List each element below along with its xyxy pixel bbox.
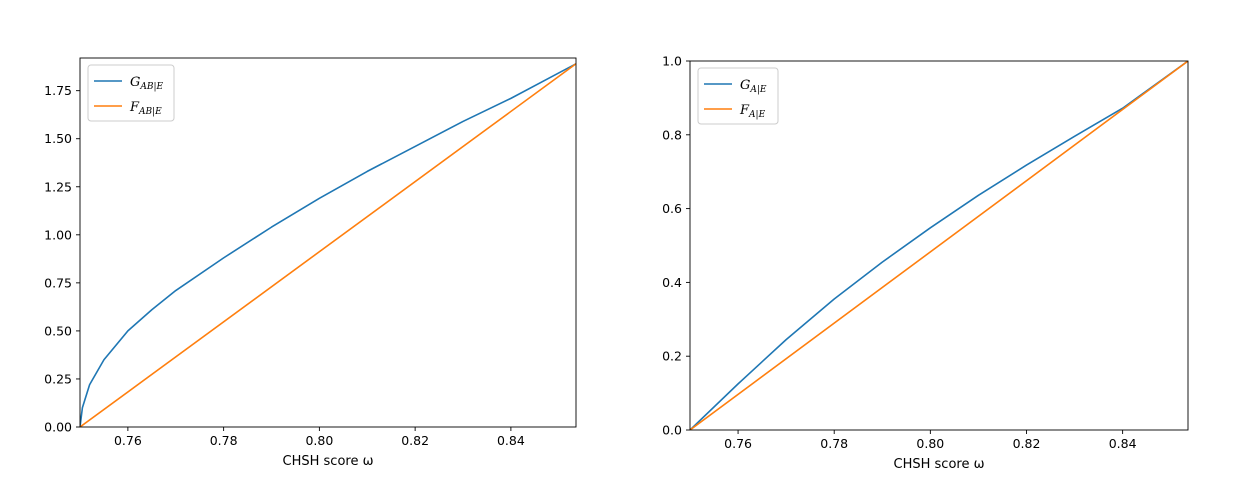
legend-label-g: GAB|E [130,75,164,92]
y-tick-label: 1.0 [662,54,682,69]
x-axis-label: CHSH score ω [283,454,374,469]
right-chart: 0.76 0.78 0.80 0.82 0.84 0.0 0.2 0.4 0.6 0.8 1.0 CH… [662,54,1189,472]
series-line-f [690,61,1188,430]
x-tick-label: 0.78 [820,436,848,451]
y-tick-label: 1.25 [44,179,72,194]
series-line-g [690,61,1188,430]
y-tick-label: 0.25 [44,371,72,386]
plot-frame [79,57,577,428]
legend-label-f: FAB|E [129,100,162,117]
y-tick-label: 0.00 [44,420,72,435]
x-tick-label: 0.80 [916,436,944,451]
y-tick-label: 0.8 [662,127,682,142]
plot-frame [689,60,1189,431]
legend-label-subscript: A|E [749,85,767,95]
y-tick-label: 0.4 [662,275,682,290]
x-tick-label: 0.76 [114,433,142,448]
legend-label-f: FA|E [739,103,766,120]
x-tick-label: 0.84 [1109,436,1137,451]
y-tick-label: 0.6 [662,201,682,216]
legend-label-subscript: AB|E [139,82,163,92]
series-line-g [80,63,576,427]
legend-label-subscript: AB|E [138,107,162,117]
y-tick-label: 1.75 [44,83,72,98]
legend-label-main: F [739,103,750,118]
legend-label-main: G [130,75,140,90]
y-tick-label: 1.00 [44,227,72,242]
x-tick-label: 0.78 [210,433,238,448]
x-tick-label: 0.82 [401,433,429,448]
y-tick-label: 1.50 [44,131,72,146]
legend-label-g: GA|E [740,78,767,95]
legend-label-subscript: A|E [748,110,766,120]
y-tick-label: 0.0 [662,423,682,438]
y-tick-label: 0.50 [44,323,72,338]
series-line-f [80,63,576,427]
x-tick-label: 0.82 [1013,436,1041,451]
x-tick-label: 0.84 [497,433,525,448]
legend-label-main: F [129,100,140,115]
legend-label-main: G [740,78,750,93]
x-tick-label: 0.80 [305,433,333,448]
x-tick-label: 0.76 [724,436,752,451]
legend-box [697,67,779,125]
y-tick-label: 0.75 [44,275,72,290]
legend-box [87,64,175,122]
x-axis-label: CHSH score ω [894,457,985,472]
y-tick-label: 0.2 [662,349,682,364]
left-chart: 0.76 0.78 0.80 0.82 0.84 0.00 0.25 0.50 0.75 1.00… [44,57,577,469]
